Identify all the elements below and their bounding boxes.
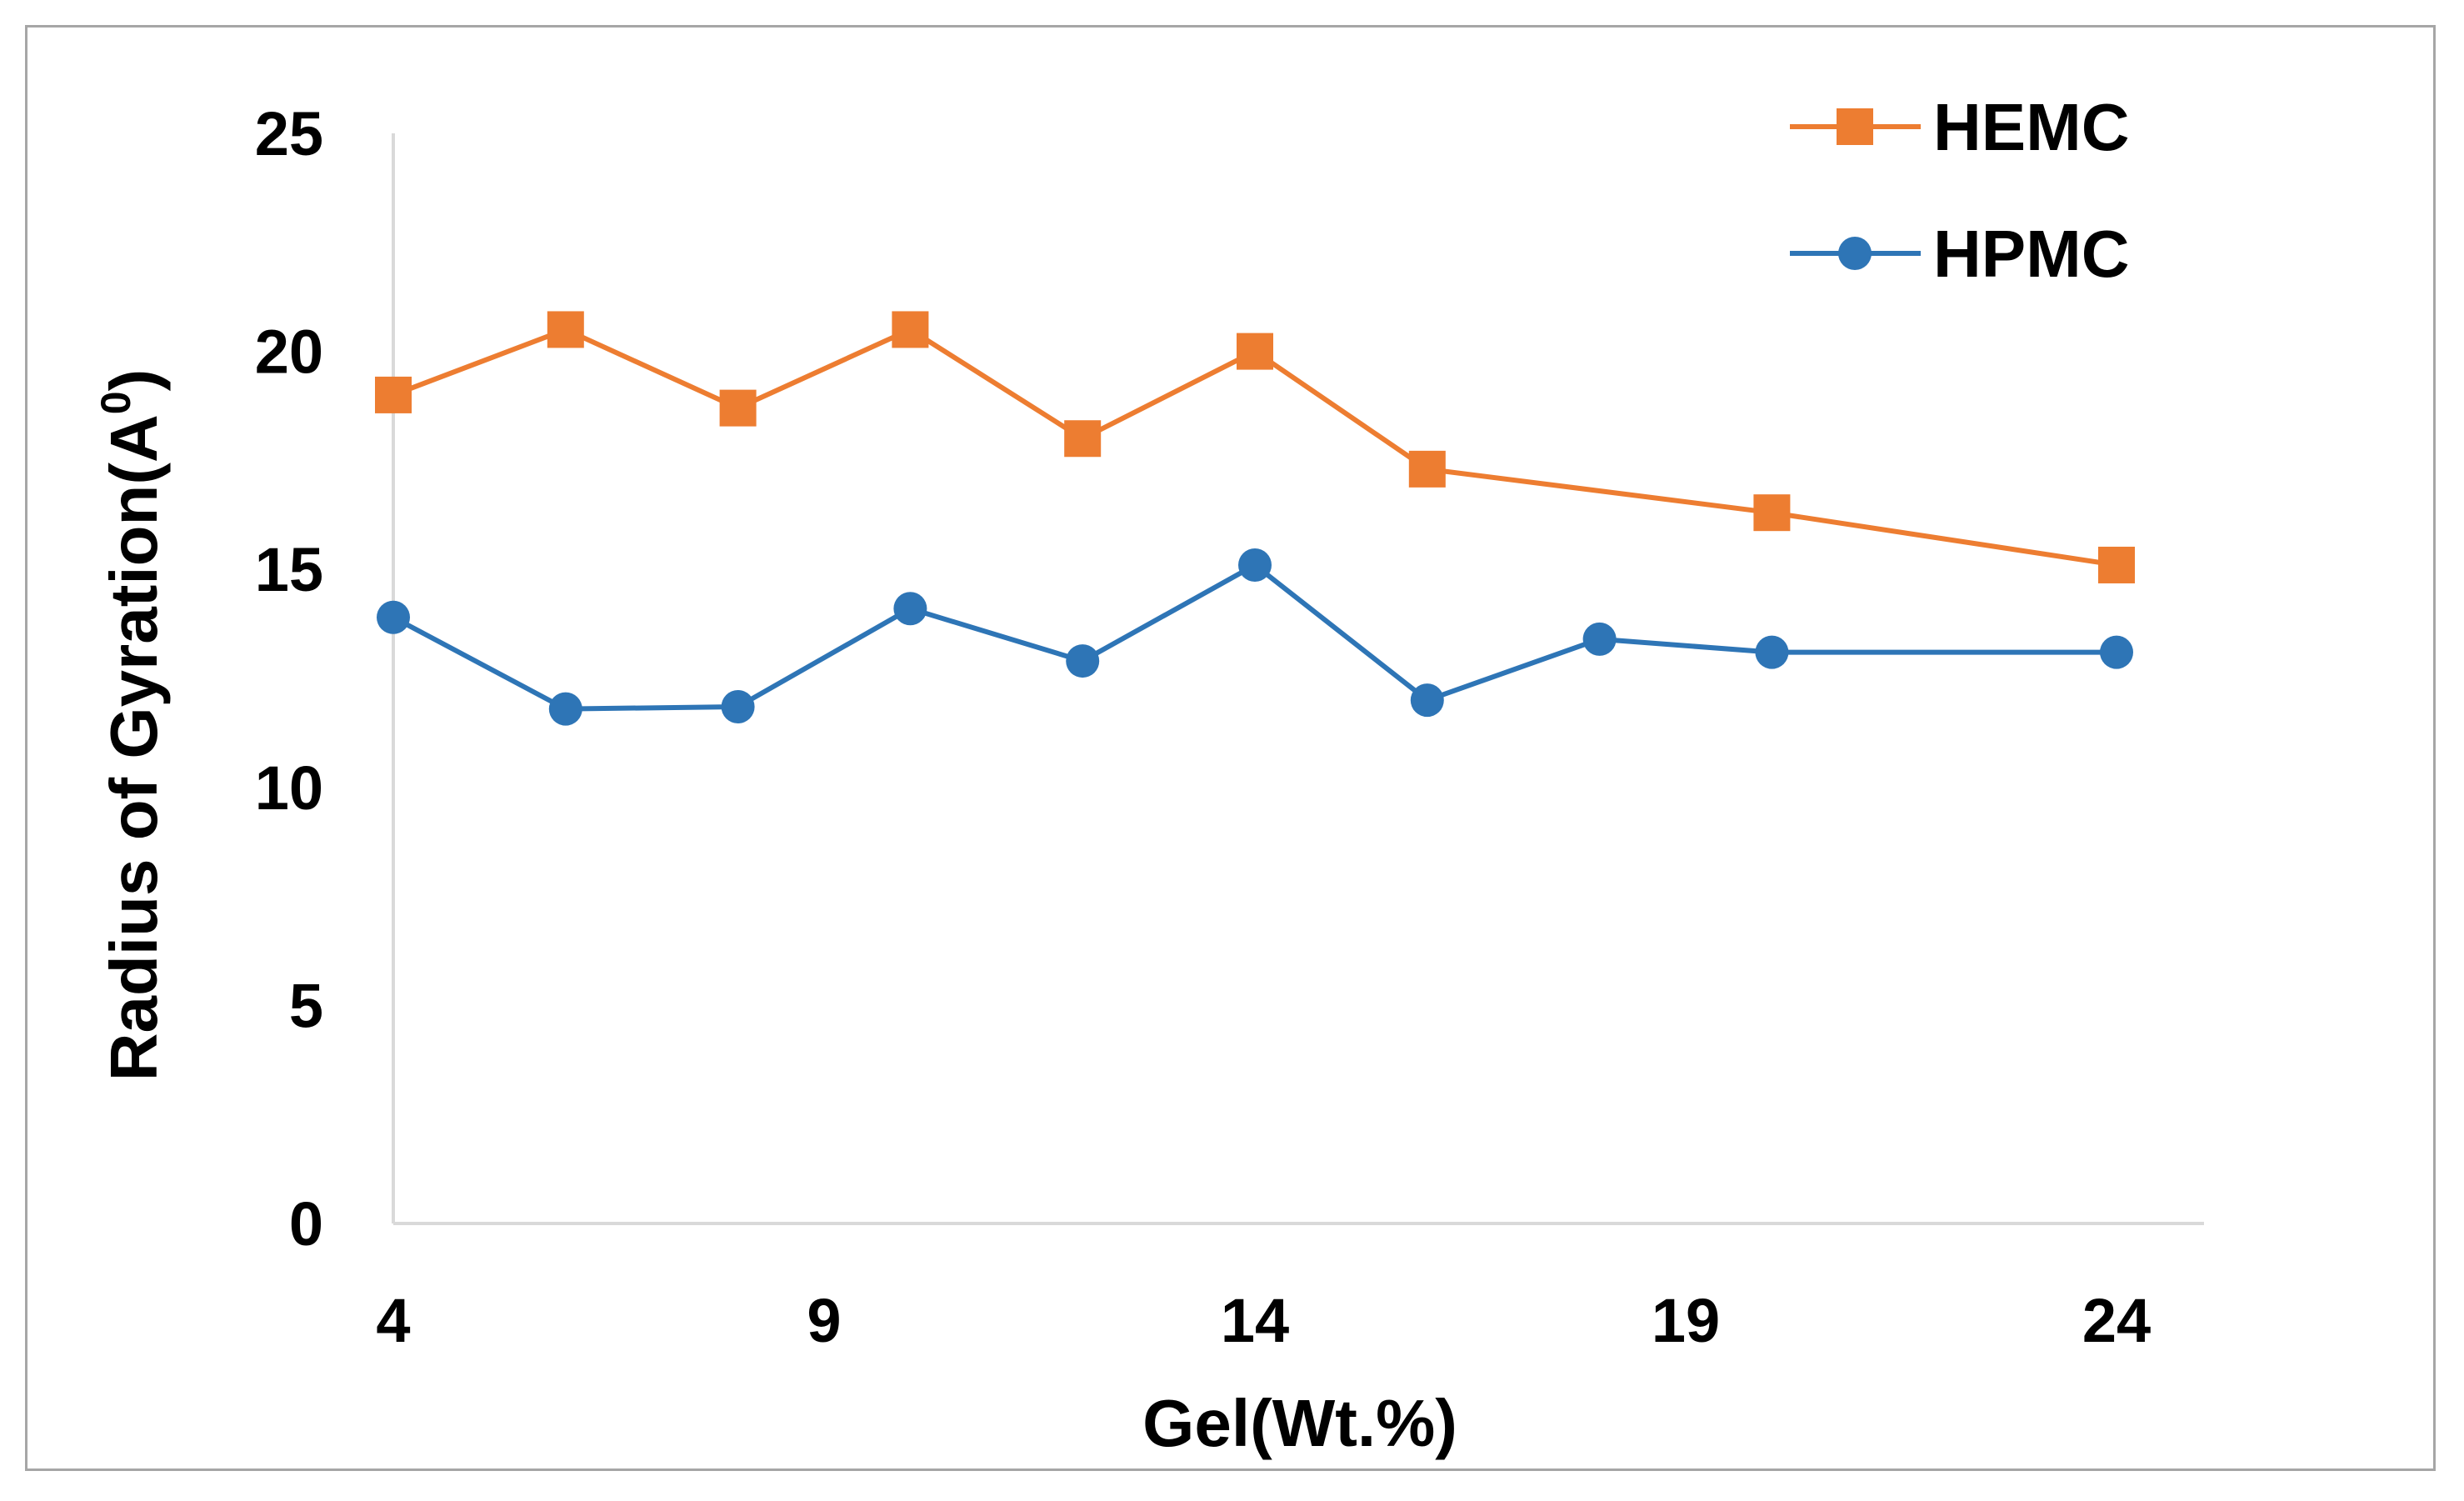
series-line-hpmc (392, 562, 2117, 712)
data-point-hpmc (1582, 622, 1617, 656)
axes (392, 133, 2204, 1225)
y-axis-title-superscript: 0 (92, 391, 139, 414)
series-layer (375, 311, 2135, 726)
y-tick-label: 5 (289, 971, 323, 1040)
data-point-hpmc (1755, 635, 1789, 669)
data-point-hpmc (1066, 644, 1100, 678)
data-point-hemc (375, 376, 412, 413)
series-hemc (375, 311, 2135, 583)
x-axis-title: Gel(Wt.%) (1142, 1386, 1457, 1460)
data-point-hemc (1408, 450, 1446, 488)
y-axis-title-close: ) (97, 369, 171, 392)
y-axis-title-main: Radius of Gyration(A (97, 414, 171, 1081)
x-tick-label: 9 (807, 1286, 841, 1355)
data-point-hemc (547, 311, 584, 348)
data-point-hpmc (548, 692, 582, 726)
chart-frame (25, 25, 2436, 1471)
x-tick-label: 24 (2082, 1286, 2151, 1355)
y-axis-title: Radius of Gyration(A0) (92, 369, 171, 1082)
legend-item-hpmc: HPMC (1790, 217, 2130, 291)
data-point-hpmc (2100, 635, 2133, 669)
legend-label-hpmc: HPMC (1933, 217, 2130, 291)
x-tick-label: 14 (1221, 1286, 1289, 1355)
legend-marker-hpmc (1838, 237, 1872, 270)
series-hpmc (377, 548, 2133, 726)
data-point-hpmc (893, 592, 927, 626)
y-tick-label: 0 (289, 1189, 323, 1258)
data-point-hpmc (377, 600, 410, 634)
legend-label-hemc: HEMC (1933, 90, 2130, 164)
y-tick-label: 15 (255, 535, 323, 604)
data-point-hemc (892, 311, 929, 348)
legend-item-hemc: HEMC (1790, 90, 2130, 164)
tick-labels: 0 5 10 15 20 25 4 9 14 19 24 (255, 99, 2151, 1355)
y-tick-label: 10 (255, 753, 323, 823)
legend: HEMC HPMC (1790, 90, 2130, 291)
x-tick-label: 19 (1652, 1286, 1720, 1355)
data-point-hemc (1064, 420, 1102, 458)
data-point-hemc (1753, 494, 1791, 532)
data-point-hemc (2098, 546, 2135, 583)
data-point-hemc (1237, 333, 1273, 370)
y-tick-label: 25 (255, 99, 323, 168)
data-point-hemc (719, 389, 757, 427)
legend-marker-hemc (1837, 108, 1873, 145)
data-point-hpmc (1238, 548, 1272, 582)
data-point-hpmc (1410, 683, 1444, 718)
data-point-hpmc (721, 690, 755, 724)
x-tick-label: 4 (376, 1286, 410, 1355)
y-tick-label: 20 (255, 318, 323, 387)
